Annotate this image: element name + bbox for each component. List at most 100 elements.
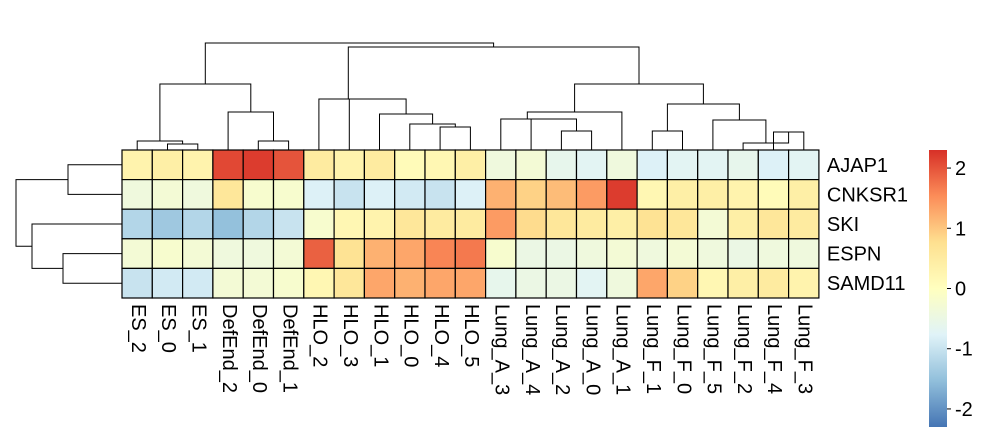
dendrogram-branch xyxy=(167,143,199,150)
heatmap-cell-ESPN-Lung_F_4 xyxy=(757,238,790,270)
column-label: Lung_F_3 xyxy=(793,304,815,394)
heatmap-cell-AJAP1-Lung_F_2 xyxy=(727,149,759,181)
column-label: Lung_F_0 xyxy=(672,304,694,394)
heatmap-cell-SAMD11-Lung_A_3 xyxy=(485,267,517,299)
heatmap-cell-SKI-Lung_A_3 xyxy=(485,208,517,240)
dendrogram-branch xyxy=(560,130,593,150)
row-label: ESPN xyxy=(827,244,881,266)
column-label: ES_1 xyxy=(187,304,209,353)
heatmap-cell-SAMD11-Lung_F_2 xyxy=(727,267,759,299)
heatmap-cell-CNKSR1-Lung_A_4 xyxy=(515,179,547,210)
heatmap-cell-ESPN-HLO_4 xyxy=(424,238,456,270)
heatmap-cell-SKI-HLO_2 xyxy=(303,208,335,240)
heatmap-cell-SAMD11-Lung_F_0 xyxy=(666,267,699,299)
dendrogram-branch xyxy=(136,140,184,150)
heatmap-cell-AJAP1-Lung_F_5 xyxy=(697,149,729,181)
column-label: Lung_F_1 xyxy=(642,304,664,394)
heatmap-cell-SKI-HLO_5 xyxy=(454,208,487,240)
heatmap-cell-SKI-Lung_A_1 xyxy=(606,208,638,240)
heatmap-cell-SAMD11-DefEnd_2 xyxy=(212,267,244,299)
heatmap-cell-SAMD11-ES_2 xyxy=(121,267,153,299)
heatmap-cell-ESPN-Lung_A_3 xyxy=(485,238,517,270)
dendrogram-branch xyxy=(257,140,290,150)
heatmap-cell-SAMD11-ES_1 xyxy=(182,267,214,299)
heatmap-cell-SAMD11-DefEnd_1 xyxy=(272,267,305,299)
column-dendrogram xyxy=(136,42,805,150)
dendrogram-branch xyxy=(67,164,122,195)
heatmap-cell-SKI-Lung_F_0 xyxy=(666,208,699,240)
heatmap-cell-ESPN-HLO_3 xyxy=(333,238,366,270)
colorbar-tick-label: 2 xyxy=(955,158,966,180)
heatmap-cell-ESPN-Lung_F_3 xyxy=(787,238,820,270)
column-label: Lung_A_3 xyxy=(490,304,512,395)
heatmap-cell-SKI-Lung_F_1 xyxy=(636,208,668,240)
dendrogram-branch xyxy=(666,103,740,131)
heatmap-cell-AJAP1-HLO_1 xyxy=(363,149,396,181)
heatmap-cell-AJAP1-HLO_4 xyxy=(424,149,456,181)
heatmap-cell-AJAP1-Lung_F_3 xyxy=(787,149,820,181)
heatmap-cell-SAMD11-Lung_F_5 xyxy=(697,267,729,299)
heatmap-cell-AJAP1-ES_1 xyxy=(182,149,214,181)
heatmap-cell-SKI-Lung_F_5 xyxy=(697,208,729,240)
column-label: HLO_0 xyxy=(400,304,422,367)
column-label: HLO_5 xyxy=(460,304,482,367)
column-label: Lung_F_5 xyxy=(703,304,725,394)
row-label: CNKSR1 xyxy=(827,184,908,206)
heatmap-cell-SAMD11-HLO_4 xyxy=(424,267,456,299)
heatmap-cell-ESPN-ES_2 xyxy=(121,238,153,270)
heatmap-cell-CNKSR1-HLO_0 xyxy=(394,179,426,210)
heatmap-cell-SKI-ES_1 xyxy=(182,208,214,240)
heatmap-cell-CNKSR1-DefEnd_0 xyxy=(242,179,275,210)
heatmap-cell-ESPN-Lung_A_4 xyxy=(515,238,547,270)
column-label: Lung_A_2 xyxy=(551,304,573,395)
heatmap-cell-SAMD11-HLO_3 xyxy=(333,267,366,299)
colorbar-gradient xyxy=(929,150,947,427)
dendrogram-branch xyxy=(204,42,495,84)
heatmap-cell-SAMD11-Lung_A_4 xyxy=(515,267,547,299)
heatmap-cell-AJAP1-Lung_A_1 xyxy=(606,149,638,181)
column-label: Lung_A_4 xyxy=(521,304,543,395)
dendrogram-branch xyxy=(530,118,577,150)
heatmap-cell-CNKSR1-HLO_3 xyxy=(333,179,366,210)
heatmap-cell-CNKSR1-Lung_A_0 xyxy=(575,179,608,210)
heatmap-cell-CNKSR1-DefEnd_2 xyxy=(212,179,244,210)
heatmap-cell-SKI-HLO_1 xyxy=(363,208,396,240)
dendrogram-branch xyxy=(318,98,378,150)
heatmap-cell-SKI-Lung_A_0 xyxy=(575,208,608,240)
heatmap-cell-ESPN-Lung_F_5 xyxy=(697,238,729,270)
heatmap-cell-SAMD11-HLO_2 xyxy=(303,267,335,299)
dendrogram-branch xyxy=(712,119,767,150)
heatmap-cell-AJAP1-Lung_A_2 xyxy=(545,149,578,181)
heatmap-cell-CNKSR1-ES_2 xyxy=(121,179,153,210)
heatmap-cell-SKI-Lung_F_4 xyxy=(757,208,790,240)
row-label: AJAP1 xyxy=(827,155,888,177)
heatmap-cell-ESPN-HLO_2 xyxy=(303,238,335,270)
heatmap-cells xyxy=(121,149,820,299)
heatmap-cell-SAMD11-Lung_F_3 xyxy=(787,267,820,299)
heatmap-cell-SAMD11-Lung_F_4 xyxy=(757,267,790,299)
dendrogram-branch xyxy=(651,130,683,150)
heatmap-cell-CNKSR1-DefEnd_1 xyxy=(272,179,305,210)
heatmap-cell-SKI-Lung_A_4 xyxy=(515,208,547,240)
heatmap-cell-CNKSR1-Lung_F_5 xyxy=(697,179,729,210)
colorbar-tick-label: -1 xyxy=(955,339,973,361)
dendrogram-branch xyxy=(62,253,122,284)
heatmap-cell-CNKSR1-Lung_A_2 xyxy=(545,179,578,210)
heatmap-cell-ESPN-HLO_0 xyxy=(394,238,426,270)
heatmap-cell-SKI-DefEnd_0 xyxy=(242,208,275,240)
heatmap-cell-ESPN-DefEnd_2 xyxy=(212,238,244,270)
heatmap-cell-SAMD11-Lung_F_1 xyxy=(636,267,668,299)
heatmap-cell-AJAP1-HLO_5 xyxy=(454,149,487,181)
column-label: HLO_3 xyxy=(339,304,361,367)
heatmap-cell-ESPN-HLO_5 xyxy=(454,238,487,270)
column-label: DefEnd_0 xyxy=(248,304,270,393)
column-label: Lung_F_2 xyxy=(733,304,755,394)
heatmap-cell-ESPN-ES_0 xyxy=(151,238,184,270)
dendrogram-branch xyxy=(348,98,407,150)
heatmap-cell-SAMD11-HLO_0 xyxy=(394,267,426,299)
colorbar-tick-label: -2 xyxy=(955,399,973,421)
heatmap-cell-CNKSR1-HLO_4 xyxy=(424,179,456,210)
heatmap-cell-SKI-Lung_A_2 xyxy=(545,208,578,240)
heatmap-cell-AJAP1-Lung_F_4 xyxy=(757,149,790,181)
